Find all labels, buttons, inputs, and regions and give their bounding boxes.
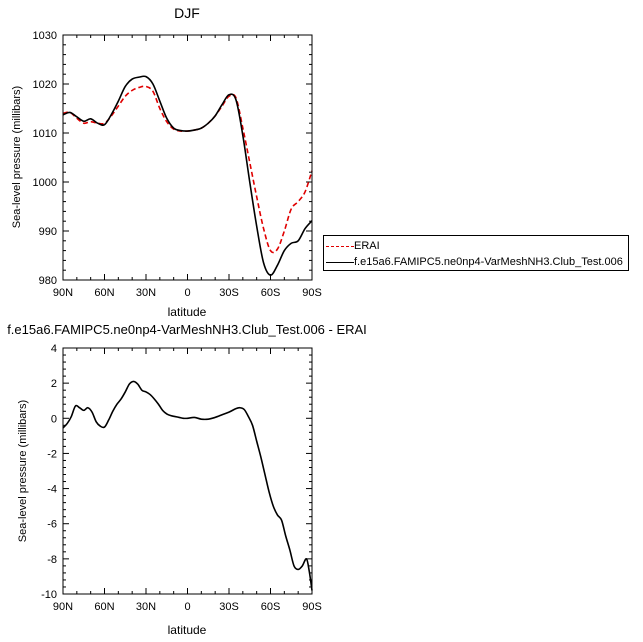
legend-label-model: f.e15a6.FAMIPC5.ne0np4-VarMeshNH3.Club_T… [354,256,623,268]
top-y-tick-label: 1030 [33,30,57,42]
top-x-tick-label: 0 [184,287,190,299]
bottom-y-tick-label: 4 [51,343,57,355]
top-x-tick-label: 60S [261,287,281,299]
legend-item-erai: ERAI [324,238,624,254]
top-x-axis-label: latitude [168,305,207,319]
bottom-y-tick-label: -2 [47,448,57,460]
legend: ERAI f.e15a6.FAMIPC5.ne0np4-VarMeshNH3.C… [323,235,629,271]
top-x-tick-label: 60N [94,287,114,299]
top-series-line-erai [62,85,313,254]
bottom-y-tick-label: -6 [47,519,57,531]
legend-label-erai: ERAI [354,240,380,252]
top-chart-title: DJF [174,5,200,21]
top-x-tick-label: 30S [219,287,239,299]
bottom-y-tick-label: 0 [51,413,57,425]
top-y-tick-label: 990 [39,226,57,238]
bottom-x-tick-label: 60S [261,601,281,613]
bottom-x-axis-label: latitude [168,623,207,637]
top-y-tick-label: 1020 [33,79,57,91]
legend-swatch-model [326,262,354,263]
bottom-chart-title: f.e15a6.FAMIPC5.ne0np4-VarMeshNH3.Club_T… [7,322,367,337]
top-y-tick-label: 1000 [33,177,57,189]
bottom-x-tick-label: 60N [94,601,114,613]
top-x-tick-label: 90S [302,287,322,299]
top-x-tick-label: 30N [136,287,156,299]
bottom-y-tick-label: -10 [41,589,57,601]
legend-swatch-erai [326,246,354,247]
top-plot-frame [62,34,313,281]
bottom-y-axis-label: Sea-level pressure (millibars) [17,400,29,542]
bottom-x-tick-label: 30S [219,601,239,613]
bottom-panel: f.e15a6.FAMIPC5.ne0np4-VarMeshNH3.Club_T… [7,322,367,637]
bottom-x-tick-label: 90N [53,601,73,613]
bottom-x-tick-label: 0 [184,601,190,613]
top-y-axis-label: Sea-level pressure (millibars) [11,86,23,228]
legend-item-model: f.e15a6.FAMIPC5.ne0np4-VarMeshNH3.Club_T… [324,254,624,270]
top-y-tick-label: 980 [39,275,57,287]
bottom-series-line-model [62,380,313,591]
top-panel: DJF 90N 60N 30N 0 30S 60S 90S 980 990 1000 1010 102… [11,5,322,319]
bottom-y-tick-label: 2 [51,378,57,390]
bottom-x-tick-label: 90S [302,601,322,613]
top-x-tick-label: 90N [53,287,73,299]
bottom-x-tick-label: 30N [136,601,156,613]
bottom-y-tick-label: -4 [47,484,57,496]
bottom-y-tick-label: -8 [47,554,57,566]
top-series-line-model [62,75,313,276]
bottom-plot-frame [62,347,313,595]
top-y-tick-label: 1010 [33,128,57,140]
